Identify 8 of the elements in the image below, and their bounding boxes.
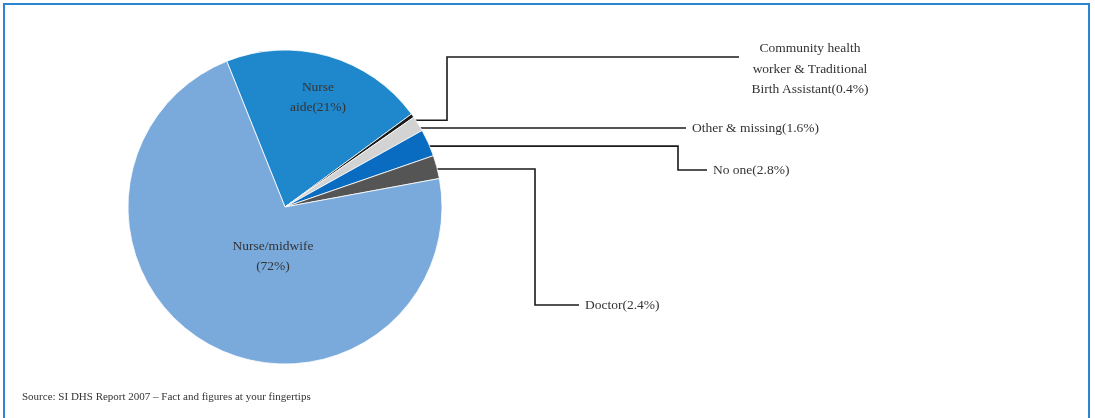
source-note: Source: SI DHS Report 2007 – Fact and figures at your fingertips [22, 390, 311, 402]
slice-label: Nurse aide(21%) [289, 78, 347, 115]
slice-label: Community health worker & Traditional Birth Assistant(0.4%) [751, 40, 869, 96]
slice-label: Doctor(2.4%) [585, 297, 660, 312]
slice-label: No one(2.8%) [713, 162, 790, 177]
data-label: (72%) [256, 258, 290, 274]
slice-label: Other & missing(1.6%) [692, 120, 820, 136]
slice-label: Nurse/midwife [232, 237, 314, 253]
